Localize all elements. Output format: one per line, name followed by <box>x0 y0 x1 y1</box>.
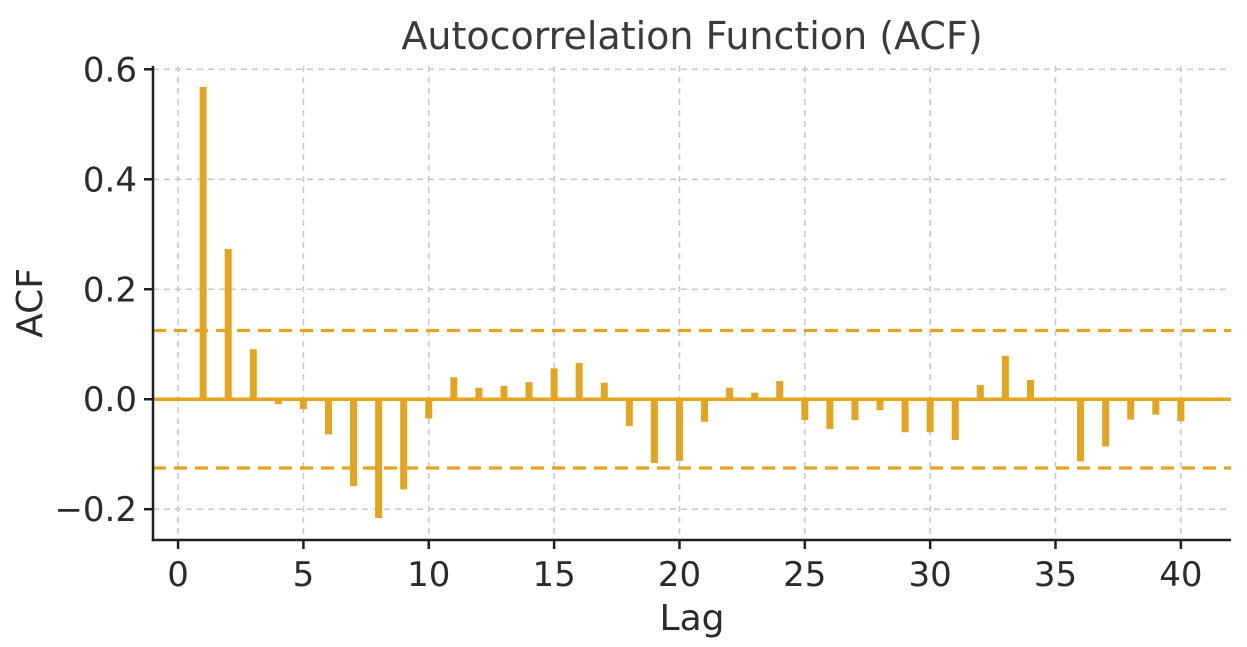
x-axis-label: Lag <box>660 598 725 639</box>
acf-bar <box>550 368 558 400</box>
acf-bar <box>951 399 959 440</box>
acf-bar <box>650 399 658 464</box>
x-tick-label: 5 <box>293 555 315 595</box>
acf-bar <box>500 386 508 400</box>
x-tick-label: 35 <box>1034 555 1077 595</box>
x-tick-label: 25 <box>783 555 826 595</box>
chart-title: Autocorrelation Function (ACF) <box>401 14 982 58</box>
axis-spines <box>151 66 1231 542</box>
y-tick-label: 0.2 <box>83 270 137 310</box>
acf-bar <box>1127 399 1135 420</box>
acf-bar <box>224 249 232 400</box>
acf-bar <box>350 399 358 487</box>
x-tick-label: 10 <box>407 555 450 595</box>
acf-bar <box>901 399 909 433</box>
acf-bar <box>425 399 433 419</box>
y-axis-label: ACF <box>10 268 51 338</box>
acf-bar <box>299 399 307 410</box>
acf-bar <box>249 349 257 400</box>
x-tick-label: 40 <box>1159 555 1202 595</box>
acf-bar <box>1077 399 1085 462</box>
acf-bar <box>1177 399 1185 422</box>
acf-bars <box>199 86 1185 519</box>
acf-bar <box>675 399 683 461</box>
acf-bar <box>876 399 884 411</box>
acf-bar <box>400 399 408 490</box>
acf-bar <box>450 377 458 400</box>
acf-bar <box>976 384 984 400</box>
acf-bar <box>1001 355 1009 400</box>
x-tick-label: 0 <box>167 555 189 595</box>
acf-bar <box>751 392 759 400</box>
axis-ticks <box>144 68 1183 549</box>
confidence-interval-lines <box>153 328 1231 470</box>
x-tick-label: 30 <box>909 555 952 595</box>
y-tick-label: −0.2 <box>54 490 137 530</box>
acf-bar <box>324 399 332 435</box>
acf-bar <box>199 86 207 400</box>
acf-bar <box>776 381 784 400</box>
tick-labels: 0 5 10 15 20 25 30 35 40 −0.2 0.0 0.2 0.4 0.6 <box>54 50 1202 595</box>
y-tick-label: 0.0 <box>83 380 137 420</box>
acf-bar <box>851 399 859 421</box>
acf-bar <box>575 362 583 400</box>
acf-bar <box>826 399 834 429</box>
acf-bar <box>625 399 633 427</box>
acf-bar <box>801 399 809 421</box>
gridlines <box>153 66 1231 540</box>
y-tick-label: 0.4 <box>83 160 137 200</box>
acf-bar <box>1102 399 1110 447</box>
x-tick-label: 15 <box>532 555 575 595</box>
acf-bar <box>926 399 934 433</box>
y-tick-label: 0.6 <box>83 50 137 90</box>
acf-bar <box>726 387 734 400</box>
x-tick-label: 20 <box>658 555 701 595</box>
acf-bar <box>274 399 282 405</box>
acf-bar <box>375 399 383 519</box>
acf-bar <box>600 382 608 400</box>
acf-bar <box>701 399 709 422</box>
acf-bar <box>1026 379 1034 400</box>
acf-bar <box>475 387 483 400</box>
acf-bar <box>525 382 533 400</box>
acf-bar <box>1152 399 1160 415</box>
